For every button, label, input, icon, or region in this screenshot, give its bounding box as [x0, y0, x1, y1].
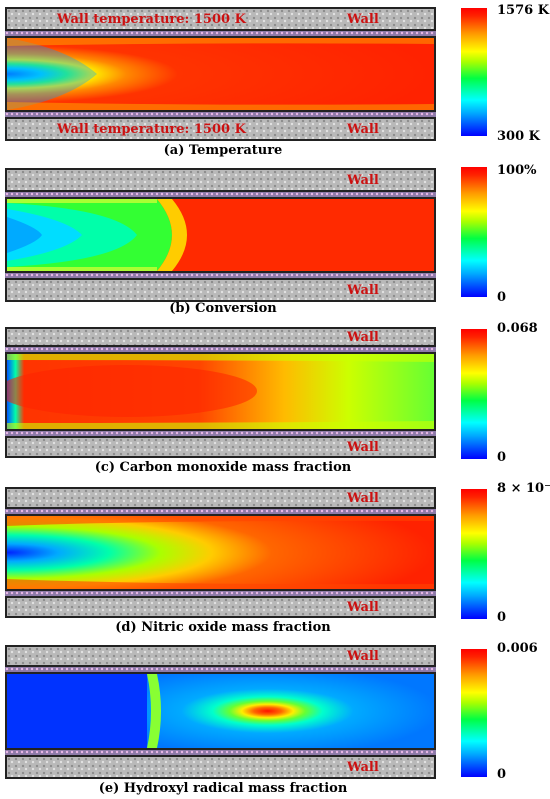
bottom-wall: Wall: [5, 436, 436, 458]
colorbar-max-label: 1576 K: [497, 3, 550, 18]
porous-layer-bottom: [5, 591, 436, 597]
temperature-field: [5, 36, 436, 112]
colorbar-max-label: 0.006: [497, 641, 538, 656]
caption: (c) Carbon monoxide mass fraction: [94, 460, 352, 475]
hydroxyl-contour: [7, 674, 434, 748]
hydroxyl-field: [5, 672, 436, 750]
colorbar-min-label: 0: [497, 450, 507, 465]
colorbar: [461, 489, 487, 619]
bottom-wall: Wall: [5, 755, 436, 779]
colorbar-max-label: 8 × 10⁻⁶: [497, 481, 550, 496]
colorbar-min-label: 0: [497, 610, 507, 625]
wall-temperature-label: Wall temperature: 1500 K: [57, 12, 246, 27]
porous-layer-top: [5, 509, 436, 515]
porous-layer-top: [5, 31, 436, 37]
wall-label: Wall: [347, 330, 379, 345]
colorbar-max-label: 100%: [497, 163, 537, 178]
porous-layer-top: [5, 347, 436, 353]
wall-label: Wall: [347, 283, 379, 298]
wall-label: Wall: [347, 649, 379, 664]
colorbar-max-label: 0.068: [497, 321, 538, 336]
caption: (a) Temperature: [163, 143, 283, 158]
wall-temperature-label: Wall temperature: 1500 K: [57, 122, 246, 137]
colorbar: [461, 649, 487, 777]
wall-label: Wall: [347, 12, 379, 27]
carbon-monoxide-field: [5, 352, 436, 431]
bottom-wall: Wall: [5, 278, 436, 302]
porous-layer-top: [5, 192, 436, 198]
porous-layer-bottom: [5, 273, 436, 279]
colorbar-min-label: 0: [497, 290, 507, 305]
bottom-wall: Wall temperature: 1500 K Wall: [5, 117, 436, 141]
caption: (e) Hydroxyl radical mass fraction: [98, 781, 348, 796]
porous-layer-bottom: [5, 750, 436, 756]
top-wall: Wall: [5, 645, 436, 667]
wall-label: Wall: [347, 760, 379, 775]
nitric-oxide-field: [5, 514, 436, 591]
caption: (d) Nitric oxide mass fraction: [115, 620, 331, 635]
porous-layer-top: [5, 667, 436, 673]
conversion-contour: [7, 199, 434, 271]
porous-layer-bottom: [5, 431, 436, 437]
colorbar: [461, 329, 487, 459]
colorbar-min-label: 300 K: [497, 129, 540, 144]
bottom-wall: Wall: [5, 596, 436, 618]
top-wall: Wall: [5, 487, 436, 509]
wall-label: Wall: [347, 440, 379, 455]
top-wall: Wall: [5, 168, 436, 192]
wall-label: Wall: [347, 600, 379, 615]
wall-label: Wall: [347, 122, 379, 137]
colorbar: [461, 167, 487, 297]
porous-layer-bottom: [5, 112, 436, 118]
conversion-field: [5, 197, 436, 273]
colorbar-min-label: 0: [497, 767, 507, 782]
wall-label: Wall: [347, 491, 379, 506]
top-wall: Wall temperature: 1500 K Wall: [5, 7, 436, 31]
carbon-monoxide-contour: [7, 354, 434, 429]
nitric-oxide-contour: [7, 516, 434, 589]
caption: (b) Conversion: [169, 301, 277, 316]
wall-label: Wall: [347, 173, 379, 188]
temperature-contour: [7, 38, 434, 110]
colorbar: [461, 8, 487, 136]
top-wall: Wall: [5, 327, 436, 347]
